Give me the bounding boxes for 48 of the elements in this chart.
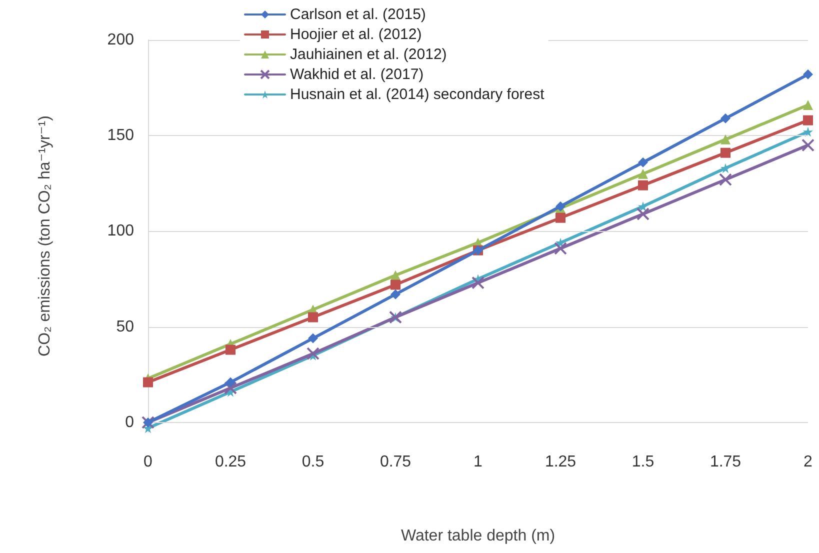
point <box>803 126 813 137</box>
x-tick-label: 1.75 <box>710 454 742 470</box>
legend-label: Husnain et al. (2014) secondary forest <box>290 86 546 103</box>
legend-label: Jauhiainen et al. (2012) <box>290 46 447 63</box>
point <box>803 115 813 126</box>
point <box>390 270 400 280</box>
x-tick-label: 1.5 <box>632 454 654 470</box>
point <box>803 69 813 80</box>
point <box>472 276 484 290</box>
x-tick-label: 0.75 <box>380 454 412 470</box>
x-tick-label: 1.25 <box>544 454 576 470</box>
point <box>308 312 318 322</box>
y-axis-title: CO₂ emissions (ton CO₂ ha⁻¹yr⁻¹) <box>36 116 54 356</box>
point <box>390 280 400 290</box>
x-tick-label: 0 <box>144 454 153 470</box>
point <box>638 168 648 179</box>
point <box>224 382 237 395</box>
point <box>636 208 650 221</box>
point <box>803 100 813 110</box>
x-tick-label: 0.5 <box>302 454 324 470</box>
point <box>306 347 320 360</box>
point <box>719 173 732 186</box>
point <box>720 134 730 144</box>
x-axis-title: Water table depth (m) <box>400 528 556 544</box>
x-tick-label: 2 <box>804 454 813 470</box>
y-tick-label: 200 <box>107 32 134 48</box>
point <box>638 180 648 190</box>
point <box>638 157 648 168</box>
point <box>308 333 318 344</box>
y-tick-label: 50 <box>116 318 134 336</box>
y-tick-label: 100 <box>107 222 134 240</box>
point <box>720 148 730 158</box>
point <box>143 377 153 388</box>
y-tick-label: 150 <box>107 127 134 144</box>
legend-label: Hoojier et al. (2012) <box>290 26 422 43</box>
point <box>226 344 236 355</box>
legend-label: Wakhid et al. (2017) <box>290 66 424 83</box>
x-tick-label: 0.25 <box>214 454 246 470</box>
legend-label: Carlson et al. (2015) <box>290 6 426 23</box>
point <box>556 212 566 223</box>
point <box>720 113 730 124</box>
point <box>390 289 400 300</box>
y-tick-label: 0 <box>125 414 134 431</box>
point <box>554 242 567 255</box>
point <box>638 201 648 212</box>
point <box>226 377 236 388</box>
x-tick-label: 1 <box>474 454 483 470</box>
point <box>720 163 730 174</box>
